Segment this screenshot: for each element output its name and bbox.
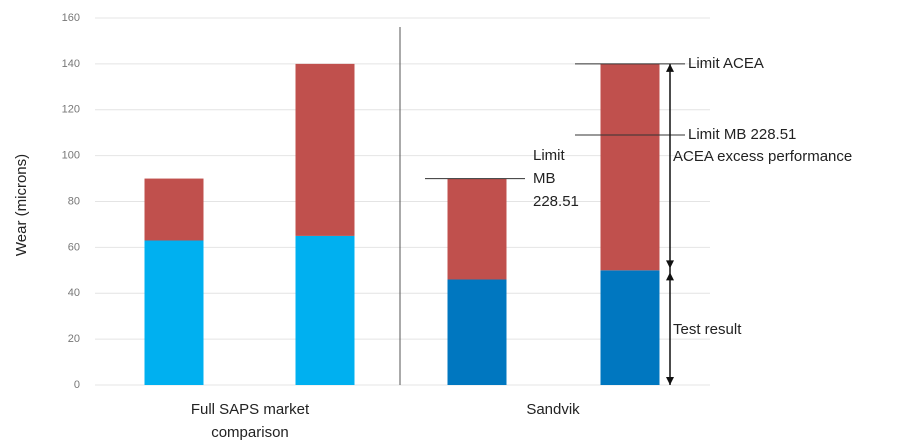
bar-segment <box>447 279 507 385</box>
y-tick-label: 40 <box>68 287 80 299</box>
annotation: Test result <box>673 320 742 338</box>
y-tick-label: 80 <box>68 195 80 207</box>
y-tick-label: 160 <box>62 12 80 24</box>
y-tick-label: 20 <box>68 333 80 345</box>
bar-segment <box>447 178 507 280</box>
group-label: Full SAPS market comparison <box>190 401 310 441</box>
annotation: Limit MB 228.51 <box>688 125 797 143</box>
annotation: Limit ACEA <box>688 54 764 72</box>
arrow-head <box>666 377 674 385</box>
y-tick-label: 120 <box>62 104 80 116</box>
arrow-head <box>666 63 674 72</box>
arrow-head <box>666 272 674 281</box>
y-tick-label: 0 <box>74 379 80 391</box>
y-tick-label: 100 <box>62 150 80 162</box>
bar-segment <box>295 235 355 385</box>
bar-segment <box>144 178 204 241</box>
y-tick-label: 140 <box>62 58 80 70</box>
arrow-head <box>666 260 674 269</box>
bar-segment <box>144 240 204 385</box>
y-tick-label: 60 <box>68 241 80 253</box>
annotation: ACEA excess performance <box>673 148 853 166</box>
annotation: Limit MB 228.51 <box>533 146 579 210</box>
y-axis-label: Wear (microns) <box>13 154 30 256</box>
bar-segment <box>295 63 355 236</box>
bar-segment <box>600 270 660 385</box>
bar-segment <box>600 63 660 271</box>
group-label: Sandvik <box>526 401 580 418</box>
